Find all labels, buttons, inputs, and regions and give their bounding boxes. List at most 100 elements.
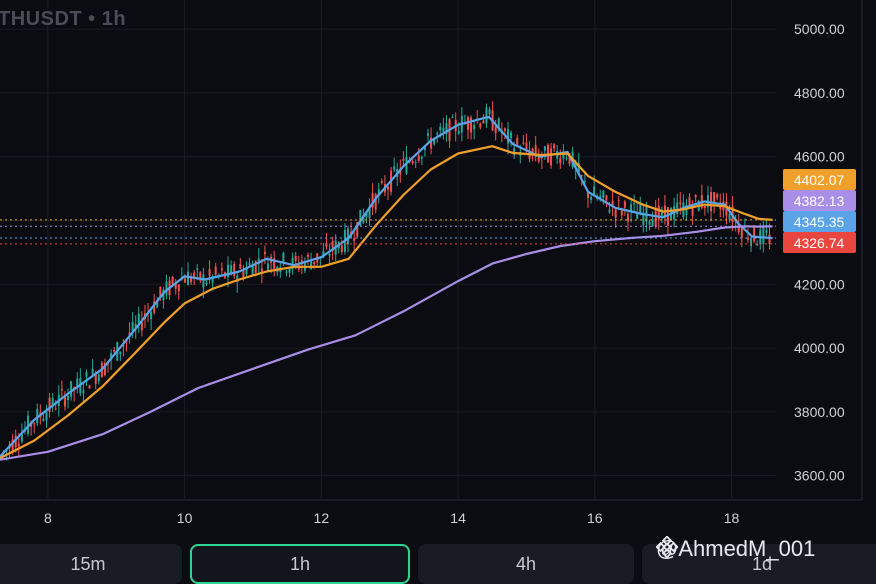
binance-logo-icon: [656, 536, 678, 558]
candle-body: [433, 139, 436, 145]
time-tick-label: 14: [450, 510, 466, 526]
candle-body: [756, 243, 759, 246]
candle-body: [540, 156, 543, 159]
tab-15m[interactable]: 15m: [0, 544, 182, 584]
candle-body: [325, 243, 328, 247]
candle-body: [488, 109, 491, 115]
candle-body: [417, 155, 420, 161]
candle-body: [94, 373, 97, 384]
candle-body: [636, 212, 639, 219]
candle-body: [626, 214, 629, 222]
candle-body: [651, 219, 654, 227]
candle-body: [543, 146, 546, 151]
candle-body: [750, 239, 753, 247]
candle-body: [128, 332, 131, 337]
candle-body: [583, 180, 586, 182]
candle-body: [85, 372, 88, 377]
candle-body: [513, 148, 516, 156]
candle-body: [442, 127, 445, 132]
candle-body: [614, 209, 617, 218]
candle-body: [310, 261, 313, 270]
candle-body: [485, 107, 488, 124]
candle-body: [642, 212, 645, 226]
tab-1h[interactable]: 1h: [190, 544, 410, 584]
candle-body: [36, 408, 39, 424]
candle-body: [14, 435, 17, 448]
price-tick-label: 3600.00: [794, 468, 845, 484]
candle-body: [131, 321, 134, 334]
candle-body: [187, 271, 190, 286]
candle-body: [645, 204, 648, 222]
candle-body: [688, 197, 691, 207]
candle-body: [291, 257, 294, 270]
candle-body: [577, 163, 580, 175]
candle-body: [254, 261, 257, 273]
candle-body: [70, 381, 73, 397]
candle-body: [353, 238, 356, 241]
candle-body: [267, 263, 270, 270]
candle-body: [387, 186, 389, 190]
candle-body: [506, 128, 509, 144]
candle-body: [288, 267, 291, 273]
candle-body: [60, 388, 63, 391]
tab-4h[interactable]: 4h: [418, 544, 634, 584]
price-chart[interactable]: 5000.004800.004600.004400.004200.004000.…: [0, 0, 876, 544]
price-badge-label: 4345.35: [794, 214, 845, 230]
candle-body: [236, 275, 239, 283]
candle-body: [137, 313, 140, 324]
ma-line-ma_fast: [0, 115, 773, 458]
price-badge: [783, 232, 856, 253]
candle-body: [703, 206, 706, 209]
candle-body: [307, 254, 310, 257]
candle-body: [402, 158, 405, 161]
candle-body: [457, 131, 460, 134]
candle-body: [439, 126, 442, 131]
candle-body: [586, 191, 589, 198]
candle-body: [331, 241, 334, 252]
candle-body: [208, 269, 211, 276]
candle-body: [562, 151, 565, 159]
candle-body: [685, 205, 688, 215]
candle-body: [251, 265, 254, 277]
candle-body: [63, 394, 66, 407]
candle-body: [174, 283, 177, 289]
candle-body: [633, 203, 636, 205]
candle-body: [593, 186, 596, 196]
candle-body: [17, 443, 20, 447]
candle-body: [617, 200, 620, 202]
candle-body: [393, 166, 396, 170]
candle-body: [531, 148, 534, 153]
candle-body: [430, 137, 433, 149]
candle-body: [630, 204, 633, 212]
candle-body: [436, 133, 439, 135]
price-tick-label: 3800.00: [794, 404, 845, 420]
price-badge-label: 4402.07: [794, 172, 845, 188]
candle-body: [565, 157, 568, 159]
candle-body: [119, 351, 122, 355]
ma-line-ma_mid: [0, 145, 773, 460]
candle-body: [380, 180, 383, 183]
candle-body: [368, 206, 371, 219]
candle-body: [620, 210, 623, 216]
candle-body: [103, 363, 106, 376]
time-tick-label: 16: [587, 510, 603, 526]
candle-body: [134, 324, 137, 329]
candle-body: [202, 274, 205, 288]
candle-body: [691, 206, 694, 216]
candle-body: [765, 230, 768, 233]
candle-body: [113, 349, 116, 352]
price-badge-label: 4326.74: [794, 235, 845, 251]
candle-body: [97, 374, 100, 382]
candle-body: [211, 275, 214, 283]
candle-body: [20, 434, 23, 442]
candle-body: [525, 142, 528, 151]
candle-body: [190, 276, 193, 283]
price-tick-label: 4200.00: [794, 276, 845, 292]
candle-body: [82, 390, 85, 394]
candle-body: [88, 385, 91, 389]
candle-body: [605, 195, 608, 201]
candle-body: [559, 158, 562, 164]
candle-body: [165, 281, 168, 295]
price-tick-label: 5000.00: [794, 21, 845, 37]
